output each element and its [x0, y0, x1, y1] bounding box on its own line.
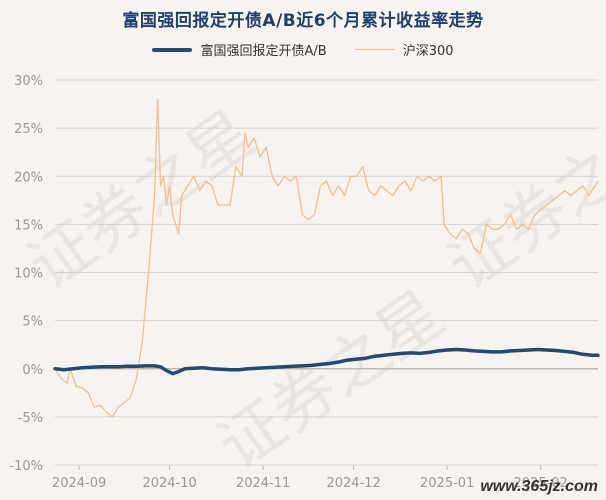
legend-label-hs300: 沪深300 — [402, 44, 454, 59]
legend-item-hs300[interactable]: 沪深300 — [354, 40, 454, 59]
x-tick-label: 2024-10 — [142, 476, 196, 491]
chart-title: 富国强回报定开债A/B近6个月累计收益率走势 — [122, 11, 484, 31]
legend-label-fund: 富国强回报定开债A/B — [200, 44, 327, 59]
y-tick-label: -5% — [18, 411, 43, 426]
x-tick-label: 2024-11 — [236, 476, 290, 491]
y-tick-label: 25% — [14, 122, 43, 137]
x-tick-label: 2024-12 — [326, 476, 380, 491]
y-tick-label: 5% — [22, 315, 43, 330]
y-tick-label: 0% — [22, 363, 43, 378]
legend: 富国强回报定开债A/B 沪深300 — [0, 40, 606, 59]
corner-watermark: www.365jz.com — [480, 478, 598, 495]
y-tick-label: 15% — [14, 218, 43, 233]
y-tick-label: 20% — [14, 170, 43, 185]
legend-item-fund[interactable]: 富国强回报定开债A/B — [152, 40, 327, 59]
y-tick-label: -10% — [9, 459, 43, 474]
y-tick-label: 30% — [14, 74, 43, 89]
x-tick-label: 2024-09 — [52, 476, 106, 491]
y-tick-label: 10% — [14, 267, 43, 282]
x-tick-label: 2025-01 — [420, 476, 474, 491]
x-tick-label: 2025-02 — [514, 476, 568, 491]
series-line-fund — [53, 347, 600, 376]
legend-swatch-fund — [152, 47, 193, 52]
series-line-hs300 — [54, 98, 599, 418]
legend-swatch-hs300 — [354, 48, 395, 51]
